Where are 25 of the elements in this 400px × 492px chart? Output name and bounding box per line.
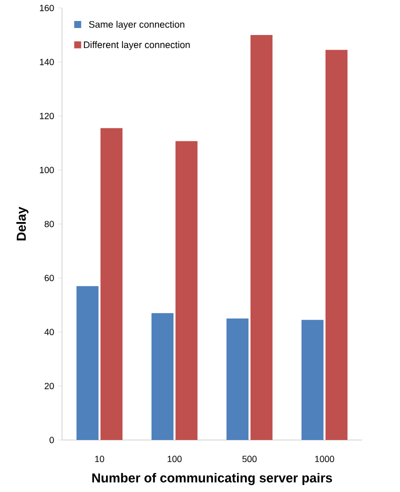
x-tick-label: 1000 bbox=[315, 456, 334, 462]
y-axis-title: Delay bbox=[16, 206, 28, 240]
bar bbox=[302, 320, 324, 440]
x-tick-label: 500 bbox=[242, 456, 257, 462]
y-tick-label: 140 bbox=[40, 58, 54, 66]
y-tick-label: 120 bbox=[40, 112, 54, 120]
y-tick-label: 40 bbox=[44, 328, 54, 336]
x-tick-label: 100 bbox=[168, 456, 182, 462]
bar bbox=[152, 313, 174, 440]
y-tick-label: 160 bbox=[40, 4, 54, 12]
y-tick-label: 80 bbox=[44, 220, 54, 228]
y-tick-label: 60 bbox=[44, 274, 54, 282]
bar bbox=[325, 50, 348, 440]
bar bbox=[175, 141, 198, 440]
legend-label: Different layer connection bbox=[84, 41, 190, 50]
y-tick-label: 0 bbox=[50, 436, 54, 444]
y-tick-label: 20 bbox=[44, 382, 54, 390]
y-tick-label: 100 bbox=[40, 166, 54, 174]
x-tick-label: 10 bbox=[95, 456, 104, 462]
bar bbox=[250, 34, 272, 440]
bar bbox=[226, 318, 249, 440]
x-axis-title: Number of communicating server pairs bbox=[92, 472, 332, 486]
bar bbox=[100, 128, 122, 440]
legend-label: Same layer connection bbox=[89, 20, 184, 30]
bar bbox=[76, 286, 99, 440]
